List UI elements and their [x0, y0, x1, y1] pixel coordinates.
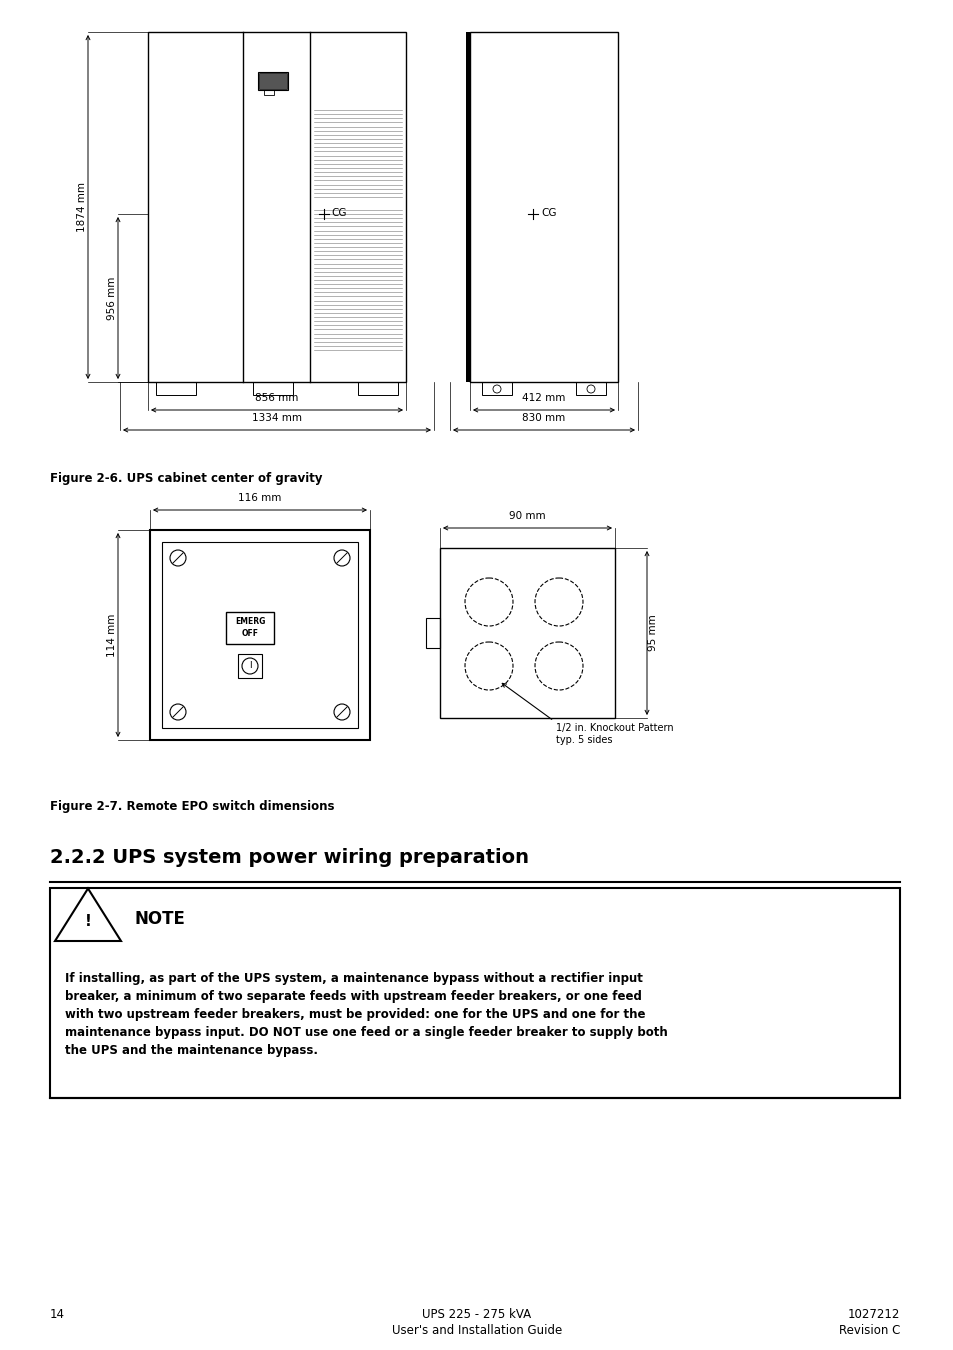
- Bar: [258, 73, 287, 89]
- Bar: [150, 531, 370, 740]
- Text: EMERG: EMERG: [234, 617, 265, 626]
- Bar: [470, 32, 618, 382]
- Text: If installing, as part of the UPS system, a maintenance bypass without a rectifi: If installing, as part of the UPS system…: [65, 972, 642, 986]
- Text: 1/2 in. Knockout Pattern
typ. 5 sides: 1/2 in. Knockout Pattern typ. 5 sides: [556, 724, 673, 745]
- Text: Figure 2-6. UPS cabinet center of gravity: Figure 2-6. UPS cabinet center of gravit…: [50, 472, 322, 485]
- Bar: [253, 382, 293, 396]
- Text: maintenance bypass input. DO NOT use one feed or a single feeder breaker to supp: maintenance bypass input. DO NOT use one…: [65, 1026, 667, 1040]
- Text: CG: CG: [331, 208, 346, 217]
- Text: 1874 mm: 1874 mm: [77, 182, 87, 232]
- Text: 856 mm: 856 mm: [255, 393, 298, 404]
- Text: with two upstream feeder breakers, must be provided: one for the UPS and one for: with two upstream feeder breakers, must …: [65, 1008, 645, 1021]
- Bar: [264, 90, 274, 94]
- Text: 95 mm: 95 mm: [647, 614, 658, 652]
- Bar: [162, 541, 357, 728]
- Text: 830 mm: 830 mm: [522, 413, 565, 423]
- Text: breaker, a minimum of two separate feeds with upstream feeder breakers, or one f: breaker, a minimum of two separate feeds…: [65, 990, 641, 1003]
- Text: I: I: [249, 662, 251, 671]
- Bar: [465, 32, 470, 382]
- Text: User's and Installation Guide: User's and Installation Guide: [392, 1324, 561, 1336]
- Text: 2.2.2 UPS system power wiring preparation: 2.2.2 UPS system power wiring preparatio…: [50, 848, 529, 867]
- Bar: [426, 618, 439, 648]
- Text: 1027212: 1027212: [846, 1308, 899, 1322]
- Bar: [148, 32, 406, 382]
- Bar: [226, 612, 274, 644]
- Bar: [257, 72, 288, 90]
- Bar: [439, 548, 615, 718]
- Text: OFF: OFF: [241, 629, 258, 639]
- Bar: [156, 382, 195, 396]
- Text: UPS 225 - 275 kVA: UPS 225 - 275 kVA: [422, 1308, 531, 1322]
- Text: NOTE: NOTE: [135, 910, 186, 927]
- Text: 90 mm: 90 mm: [509, 512, 545, 521]
- Text: !: !: [85, 914, 91, 929]
- Bar: [481, 382, 512, 396]
- Text: Revision C: Revision C: [838, 1324, 899, 1336]
- Text: 956 mm: 956 mm: [107, 277, 117, 320]
- Text: 114 mm: 114 mm: [107, 613, 117, 656]
- Text: 1334 mm: 1334 mm: [252, 413, 302, 423]
- Text: 412 mm: 412 mm: [521, 393, 565, 404]
- Text: CG: CG: [540, 208, 556, 217]
- Text: 116 mm: 116 mm: [238, 493, 281, 504]
- Bar: [50, 888, 899, 1098]
- Text: the UPS and the maintenance bypass.: the UPS and the maintenance bypass.: [65, 1044, 317, 1057]
- Bar: [576, 382, 605, 396]
- Text: 14: 14: [50, 1308, 65, 1322]
- Bar: [357, 382, 397, 396]
- Bar: [237, 653, 262, 678]
- Text: Figure 2-7. Remote EPO switch dimensions: Figure 2-7. Remote EPO switch dimensions: [50, 801, 335, 813]
